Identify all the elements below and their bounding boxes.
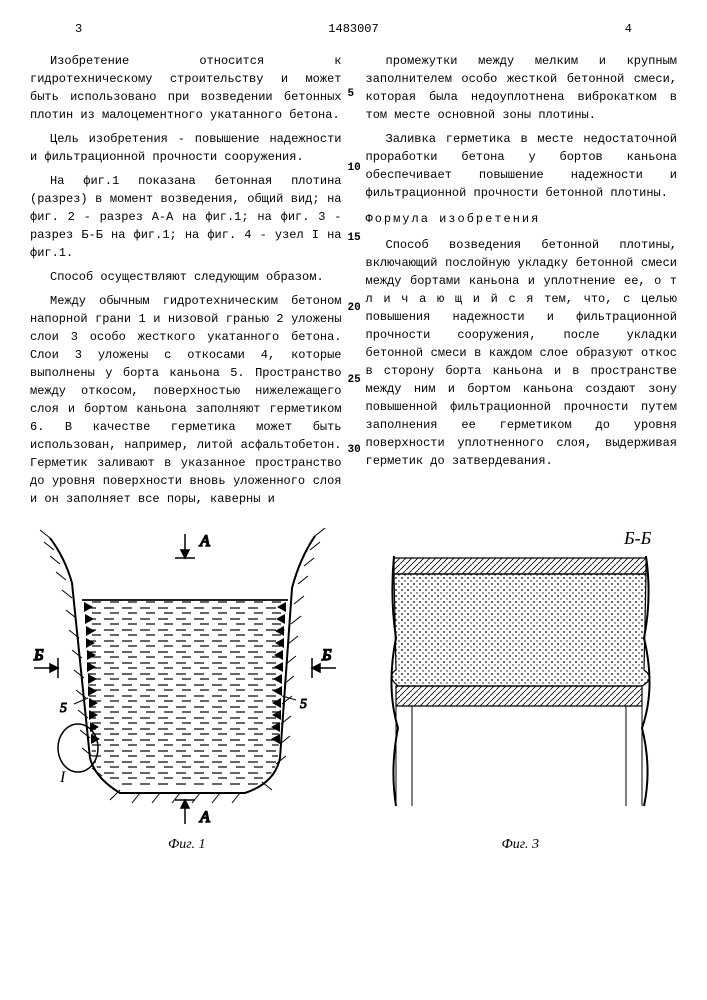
para: На фиг.1 показана бетонная плотина (разр… <box>30 172 342 262</box>
line-number: 15 <box>348 230 361 247</box>
mark-5-right: 5 <box>300 697 307 712</box>
mark-A-top: А <box>199 533 210 550</box>
para: Заливка герметика в месте недостаточной … <box>366 130 678 202</box>
text-columns: Изобретение относится к гидротехническом… <box>30 52 677 514</box>
formula-title: Формула изобретения <box>366 210 678 228</box>
mark-I: I <box>59 769 66 786</box>
line-number: 30 <box>348 442 361 459</box>
para: Способ осуществляют следующим образом. <box>30 268 342 286</box>
right-column: 5 10 15 20 25 30 промежутки между мелким… <box>366 52 678 514</box>
document-number: 1483007 <box>328 20 378 38</box>
mark-B-left: Б <box>33 647 44 664</box>
mark-BB: Б-Б <box>623 528 652 548</box>
line-number: 25 <box>348 372 361 389</box>
fig3-svg: Б-Б <box>364 528 674 828</box>
line-number: 5 <box>348 86 355 103</box>
page-number-left: 3 <box>75 20 82 38</box>
para: Между обычным гидротехническим бетоном н… <box>30 292 342 508</box>
fig1-label: Фиг. 1 <box>30 834 344 855</box>
line-number: 10 <box>348 160 361 177</box>
para: Цель изобретения - повышение надежности … <box>30 130 342 166</box>
figures-row: А А Б Б 5 5 <box>30 528 677 855</box>
para: промежутки между мелким и крупным заполн… <box>366 52 678 124</box>
page-number-right: 4 <box>625 20 632 38</box>
figure-1: А А Б Б 5 5 <box>30 528 344 855</box>
line-number: 20 <box>348 300 361 317</box>
fig1-svg: А А Б Б 5 5 <box>30 528 340 828</box>
left-column: Изобретение относится к гидротехническом… <box>30 52 342 514</box>
mark-5-left: 5 <box>60 701 67 716</box>
page-header: 3 1483007 4 <box>30 20 677 40</box>
mark-A-bot: А <box>199 809 210 826</box>
mark-B-right: Б <box>321 647 332 664</box>
fig3-label: Фиг. 3 <box>364 834 678 855</box>
figure-3: Б-Б Фиг. 3 <box>364 528 678 855</box>
para: Способ возведения бетонной плотины, вклю… <box>366 236 678 470</box>
para: Изобретение относится к гидротехническом… <box>30 52 342 124</box>
